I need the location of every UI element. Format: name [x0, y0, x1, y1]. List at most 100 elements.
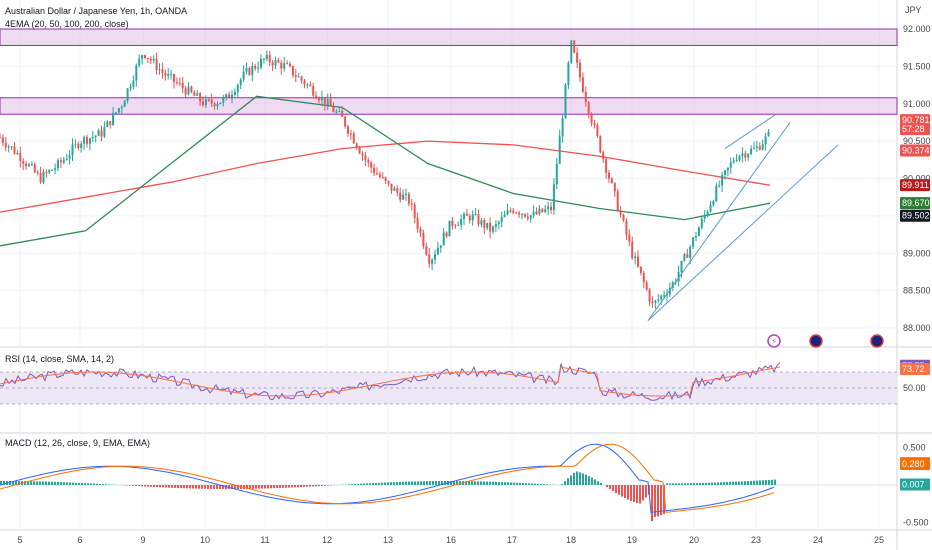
candle-body [729, 162, 732, 168]
macd-histogram-bar [753, 480, 755, 485]
macd-histogram-bar [525, 483, 527, 485]
time-tick-label: 6 [77, 535, 82, 545]
macd-histogram-bar [87, 483, 89, 485]
macd-histogram-bar [594, 479, 596, 485]
candle-body [390, 183, 393, 191]
macd-histogram-bar [162, 485, 164, 488]
macd-histogram-bar [303, 485, 305, 487]
macd-histogram-bar [72, 482, 74, 485]
price-tick-label: 90.000 [903, 174, 931, 184]
price-tick-label: 92.000 [903, 24, 931, 34]
macd-histogram-bar [711, 482, 713, 485]
candle-body [251, 66, 254, 75]
macd-histogram-bar [90, 483, 92, 485]
candle-body [280, 62, 283, 69]
candle-body [550, 206, 552, 211]
macd-histogram-bar [468, 481, 470, 485]
macd-histogram-bar [318, 485, 320, 487]
candle-body [30, 164, 33, 166]
candle-body [68, 155, 71, 159]
macd-histogram-bar [678, 483, 680, 485]
candle-body [381, 177, 384, 179]
candle-body [106, 121, 109, 128]
price-tag-label: 89.502 [902, 211, 930, 221]
macd-histogram-bar [207, 485, 209, 489]
candle-body [123, 100, 126, 107]
candle-body [715, 185, 718, 202]
price-tag-label: 57:28 [902, 124, 925, 134]
candle-body [129, 86, 132, 89]
price-tag [900, 114, 930, 127]
candle-body [610, 178, 613, 183]
candle-body [448, 220, 451, 237]
candle-body [376, 173, 378, 175]
macd-histogram-bar [411, 481, 413, 485]
ema-indicator-label[interactable]: 4EMA (20, 50, 100, 200, close) [5, 19, 129, 29]
candle-body [579, 62, 581, 78]
macd-histogram-bar [747, 481, 749, 485]
rsi-label[interactable]: RSI (14, close, SMA, 14, 2) [5, 354, 114, 364]
au-flag-icon[interactable] [870, 334, 884, 348]
candle-body [425, 246, 428, 255]
event-icons[interactable]: ⚡ [767, 334, 884, 348]
candle-body [439, 245, 442, 248]
macd-histogram-bar [429, 481, 431, 485]
candle-body [117, 108, 120, 113]
macd-histogram-bar [267, 485, 269, 489]
candle-body [48, 169, 51, 173]
candle-body [657, 299, 660, 301]
candle-body [158, 69, 161, 71]
candle-body [712, 201, 715, 206]
candle-body [320, 97, 323, 101]
macd-histogram-bar [522, 483, 524, 485]
macd-label[interactable]: MACD (12, 26, close, 9, EMA, EMA) [5, 438, 150, 448]
macd-histogram-bar [387, 482, 389, 485]
macd-histogram-bar [261, 485, 263, 489]
macd-histogram-bar [741, 481, 743, 485]
candle-body [407, 193, 410, 204]
macd-histogram-bar [198, 485, 200, 489]
au-flag-icon[interactable] [809, 334, 823, 348]
price-tick-label: 91.000 [903, 99, 931, 109]
macd-histogram-bar [684, 483, 686, 485]
macd-histogram-bar [756, 480, 758, 485]
candle-body [83, 137, 86, 144]
macd-histogram-bar [567, 478, 569, 485]
time-tick-label: 18 [566, 535, 576, 545]
candle-body [257, 67, 260, 69]
rsi-tick-label: 50.00 [903, 383, 926, 393]
macd-histogram-bar [606, 485, 608, 488]
candles [0, 39, 770, 309]
candle-body [370, 162, 373, 168]
candle-body [747, 154, 750, 158]
candle-body [219, 102, 222, 105]
macd-histogram-bar [726, 482, 728, 485]
macd-histogram-bar [459, 481, 461, 485]
candle-body [573, 40, 576, 53]
macd-histogram-bar [42, 481, 44, 485]
macd-histogram-bar [426, 481, 428, 485]
macd-histogram-bar [759, 480, 761, 485]
candle-body [33, 164, 36, 173]
candle-body [518, 212, 521, 215]
candle-body [132, 80, 135, 87]
candle-body [689, 246, 692, 258]
candle-body [384, 177, 387, 182]
candle-body [405, 193, 407, 195]
macd-histogram-bar [315, 485, 317, 487]
lightning-icon[interactable] [767, 334, 781, 348]
candle-body [683, 254, 686, 261]
macd-histogram-bar [771, 479, 773, 485]
macd-histogram-bar [213, 485, 215, 489]
macd-histogram-bar [732, 481, 734, 485]
candle-body [445, 232, 448, 237]
candle-body [637, 256, 639, 267]
macd-histogram-bar [138, 485, 140, 487]
macd-histogram-bar [297, 485, 299, 488]
candle-body [477, 214, 480, 225]
candle-body [57, 160, 59, 169]
macd-histogram-bar [63, 482, 65, 485]
macd-histogram-bar [633, 485, 635, 502]
macd-histogram-bar [627, 485, 629, 500]
